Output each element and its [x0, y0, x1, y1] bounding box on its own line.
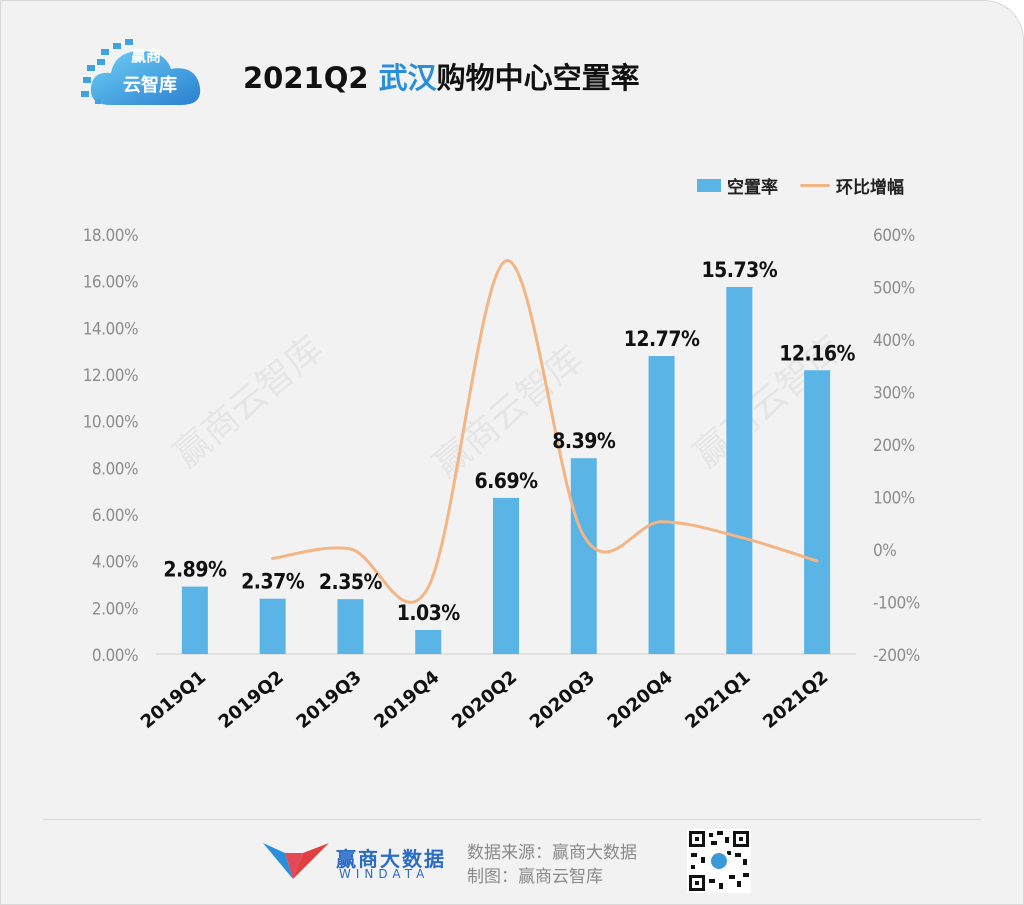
bar-2021Q1: [726, 286, 753, 654]
y-right-tick-label: -100%: [873, 594, 920, 614]
bar-data-label: 2.35%: [319, 570, 383, 594]
title-prefix: 2021Q2: [243, 61, 379, 95]
brand-name-cn: 赢商大数据: [336, 847, 446, 871]
made-by-line: 制图：赢商云智库: [467, 867, 603, 887]
y-left-tick-label: 0.00%: [92, 646, 138, 666]
y-right-tick-label: 0%: [873, 541, 896, 561]
source-line: 数据来源：赢商大数据: [467, 843, 637, 863]
y-right-tick-label: 300%: [873, 384, 915, 404]
y-right-tick-label: 100%: [873, 489, 915, 509]
y-left-tick-label: 18.00%: [83, 226, 138, 246]
bar-data-label: 1.03%: [397, 601, 461, 625]
y-left-tick-label: 12.00%: [83, 366, 138, 386]
x-tick-label: 2020Q2: [448, 667, 521, 733]
legend-bar-swatch: [697, 179, 721, 192]
x-tick-label: 2019Q4: [370, 667, 443, 733]
x-tick-label: 2020Q4: [604, 667, 677, 733]
bar-2019Q2: [259, 598, 286, 654]
watermark-text-1: 赢商云智库: [426, 339, 590, 486]
page-title: 2021Q2 武汉购物中心空置率: [243, 55, 640, 97]
bar-2020Q2: [493, 497, 519, 654]
bar-2019Q1: [181, 586, 208, 654]
bar-2020Q4: [648, 356, 675, 654]
bar-data-label: 2.37%: [241, 570, 305, 594]
y-left-tick-label: 2.00%: [92, 599, 138, 619]
bar-data-label: 12.77%: [624, 327, 700, 351]
chart-legend: 空置率 环比增幅: [697, 173, 904, 198]
legend-line-label: 环比增幅: [836, 178, 904, 198]
bar-data-label: 8.39%: [552, 429, 616, 453]
y-left-tick-label: 4.00%: [92, 553, 138, 573]
x-tick-label: 2019Q2: [215, 667, 288, 733]
legend-line-swatch: [800, 184, 830, 187]
logo-text-top: 赢商: [131, 47, 162, 65]
y-left-tick-label: 14.00%: [83, 319, 138, 339]
bar-2019Q4: [415, 629, 442, 654]
logo-text-bottom: 云智库: [123, 75, 177, 96]
cloud-logo-icon: [81, 39, 201, 105]
bar-2019Q3: [337, 599, 364, 654]
x-tick-label: 2019Q3: [292, 667, 365, 733]
y-left-tick-label: 6.00%: [92, 506, 138, 526]
footer-divider: [43, 819, 981, 820]
legend-bar-label: 空置率: [727, 178, 778, 198]
y-right-tick-label: 200%: [873, 436, 915, 456]
y-right-tick-label: 500%: [873, 279, 915, 299]
y-left-tick-label: 10.00%: [83, 413, 138, 433]
title-highlight: 武汉: [378, 61, 437, 95]
y-left-tick-label: 16.00%: [83, 273, 138, 293]
line-series-mom-growth: [271, 259, 819, 604]
y-right-tick-label: 400%: [873, 331, 915, 351]
title-suffix: 购物中心空置率: [436, 61, 640, 95]
y-right-tick-label: 600%: [873, 226, 915, 246]
qr-code-icon: [687, 829, 751, 893]
watermark-text-0: 赢商云智库: [166, 329, 330, 476]
y-left-tick-label: 8.00%: [92, 459, 138, 479]
source-text: 数据来源：赢商大数据 制图：赢商云智库: [467, 841, 637, 889]
brand-name-en: WINDATA: [339, 867, 430, 881]
bar-2021Q2: [804, 370, 831, 654]
bar-data-label: 2.89%: [163, 558, 227, 582]
bar-data-label: 6.69%: [474, 469, 538, 493]
y-right-tick-label: -200%: [873, 646, 920, 666]
bar-2020Q3: [570, 458, 597, 654]
x-tick-label: 2020Q3: [526, 667, 599, 733]
x-tick-label: 2019Q1: [137, 667, 210, 733]
bar-data-label: 15.73%: [701, 258, 777, 282]
x-tick-label: 2021Q1: [681, 667, 754, 733]
bar-data-label: 12.16%: [779, 341, 855, 365]
x-tick-label: 2021Q2: [759, 667, 832, 733]
windata-logo-icon: [263, 843, 329, 879]
